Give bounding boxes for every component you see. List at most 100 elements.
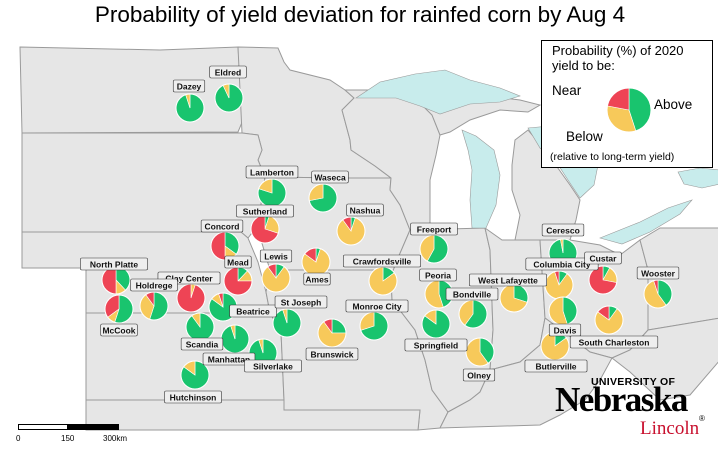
site-label-text-columbia-city: Columbia City bbox=[533, 260, 590, 270]
site-pie-waseca-outline bbox=[308, 183, 338, 213]
site-label-text-dazey: Dazey bbox=[177, 82, 202, 92]
site-pie-columbia-city bbox=[544, 270, 574, 300]
site-label-concord: Concord bbox=[200, 219, 244, 233]
site-label-box-holdrege bbox=[130, 278, 178, 292]
site-label-text-beatrice: Beatrice bbox=[236, 307, 270, 317]
site-label-hutchinson: Hutchinson bbox=[164, 390, 222, 404]
site-pie-st-joseph bbox=[272, 308, 302, 338]
site-label-holdrege: Holdrege bbox=[130, 278, 178, 292]
site-pie-hutchinson-outline bbox=[180, 360, 210, 390]
site-label-text-holdrege: Holdrege bbox=[136, 281, 173, 291]
site-pie-olney-outline bbox=[465, 337, 495, 367]
site-pie-eldred bbox=[214, 83, 244, 113]
site-label-text-lewis: Lewis bbox=[264, 252, 288, 262]
scale-tick-0: 0 bbox=[16, 434, 21, 443]
state-west-virginia bbox=[611, 317, 718, 401]
legend-note: (relative to long-term yield) bbox=[550, 151, 675, 163]
site-label-text-bondville: Bondville bbox=[453, 290, 492, 300]
logo-lincoln-text: Lincoln bbox=[640, 418, 700, 439]
site-label-box-olney bbox=[462, 368, 496, 382]
site-pie-nashua bbox=[336, 216, 366, 246]
site-label-box-south-charleston bbox=[569, 335, 659, 349]
site-label-box-nashua bbox=[346, 203, 384, 217]
site-label-west-lafayette: West Lafayette bbox=[468, 273, 547, 287]
site-label-box-lewis bbox=[259, 249, 293, 263]
site-label-manhattan: Manhattan bbox=[202, 352, 256, 366]
site-label-box-davis bbox=[548, 323, 582, 337]
site-pie-springfield-outline bbox=[421, 309, 451, 339]
site-label-text-nashua: Nashua bbox=[350, 206, 381, 216]
site-label-peoria: Peoria bbox=[419, 268, 457, 282]
site-label-box-lamberton bbox=[245, 165, 299, 179]
site-pie-nashua-outline bbox=[336, 216, 366, 246]
site-label-box-west-lafayette bbox=[468, 273, 547, 287]
site-pie-holdrege bbox=[139, 291, 169, 321]
legend: Probability (%) of 2020 yield to be: Nea… bbox=[541, 40, 713, 168]
site-label-text-sutherland: Sutherland bbox=[243, 207, 287, 217]
site-label-box-monroe-city bbox=[345, 299, 409, 313]
site-pie-brunswick-outline bbox=[317, 318, 347, 348]
site-label-crawfordsville: Crawfordsville bbox=[342, 254, 421, 268]
site-label-lamberton: Lamberton bbox=[245, 165, 299, 179]
site-label-text-brunswick: Brunswick bbox=[311, 350, 354, 360]
site-label-box-eldred bbox=[209, 65, 247, 79]
site-pie-crawfordsville bbox=[368, 266, 398, 296]
site-label-monroe-city: Monroe City bbox=[345, 299, 409, 313]
site-label-box-custar bbox=[584, 251, 622, 265]
site-label-bondville: Bondville bbox=[445, 287, 499, 301]
site-pie-waseca bbox=[308, 183, 338, 213]
site-pie-manhattan bbox=[220, 324, 250, 354]
site-label-text-ames: Ames bbox=[305, 275, 328, 285]
site-label-text-butlerville: Butlerville bbox=[535, 362, 576, 372]
logo-registered-mark: ® bbox=[699, 414, 705, 423]
logo-nebraska-text: Nebraska bbox=[555, 380, 688, 419]
legend-above-label: Above bbox=[654, 97, 693, 112]
scale-tick-300: 300km bbox=[103, 434, 128, 443]
site-label-box-silverlake bbox=[244, 359, 302, 373]
site-label-brunswick: Brunswick bbox=[305, 347, 359, 361]
legend-heading: Probability (%) of 2020 yield to be: bbox=[552, 43, 684, 73]
site-label-text-eldred: Eldred bbox=[215, 68, 241, 78]
site-pie-clay-center bbox=[176, 283, 206, 313]
site-label-box-concord bbox=[200, 219, 244, 233]
site-pie-dazey-outline bbox=[175, 93, 205, 123]
site-label-text-davis: Davis bbox=[554, 326, 577, 336]
site-label-butlerville: Butlerville bbox=[524, 359, 588, 373]
site-label-eldred: Eldred bbox=[209, 65, 247, 79]
site-pie-lamberton bbox=[257, 178, 287, 208]
site-labels: Eldred Dazey Lamberton Waseca Sutherland Nash… bbox=[80, 65, 680, 404]
site-label-box-waseca bbox=[311, 170, 349, 184]
site-pie-sutherland bbox=[250, 214, 280, 244]
legend-below-label: Below bbox=[566, 129, 603, 144]
site-label-box-hutchinson bbox=[164, 390, 222, 404]
scale-tick-150: 150 bbox=[61, 434, 75, 443]
site-label-text-mccook: McCook bbox=[102, 326, 135, 336]
site-label-text-mead: Mead bbox=[227, 258, 249, 268]
site-label-lewis: Lewis bbox=[259, 249, 293, 263]
site-label-box-butlerville bbox=[524, 359, 588, 373]
site-label-text-freeport: Freeport bbox=[417, 225, 452, 235]
site-label-olney: Olney bbox=[462, 368, 496, 382]
site-label-box-mccook bbox=[100, 323, 138, 337]
site-label-davis: Davis bbox=[548, 323, 582, 337]
site-pie-dazey bbox=[175, 93, 205, 123]
site-label-text-springfield: Springfield bbox=[414, 341, 458, 351]
site-label-text-crawfordsville: Crawfordsville bbox=[353, 257, 412, 267]
site-label-scandia: Scandia bbox=[180, 337, 224, 351]
site-label-text-manhattan: Manhattan bbox=[208, 355, 251, 365]
scale-bar-segment-white bbox=[18, 424, 68, 430]
site-pie-wooster-outline bbox=[643, 279, 673, 309]
site-pie-mccook-outline bbox=[104, 294, 134, 324]
site-label-box-wooster bbox=[636, 266, 680, 280]
site-label-freeport: Freeport bbox=[410, 222, 458, 236]
site-pie-olney bbox=[465, 337, 495, 367]
site-pie-south-charleston-outline bbox=[594, 305, 624, 335]
site-label-st-joseph: St Joseph bbox=[274, 295, 328, 309]
site-pie-brunswick bbox=[317, 318, 347, 348]
site-pie-wooster bbox=[643, 279, 673, 309]
legend-example-pie-outline bbox=[606, 87, 652, 133]
site-pie-scandia bbox=[185, 312, 215, 342]
site-label-text-st-joseph: St Joseph bbox=[281, 298, 322, 308]
site-label-box-ceresco bbox=[541, 223, 585, 237]
site-label-ames: Ames bbox=[303, 272, 331, 286]
